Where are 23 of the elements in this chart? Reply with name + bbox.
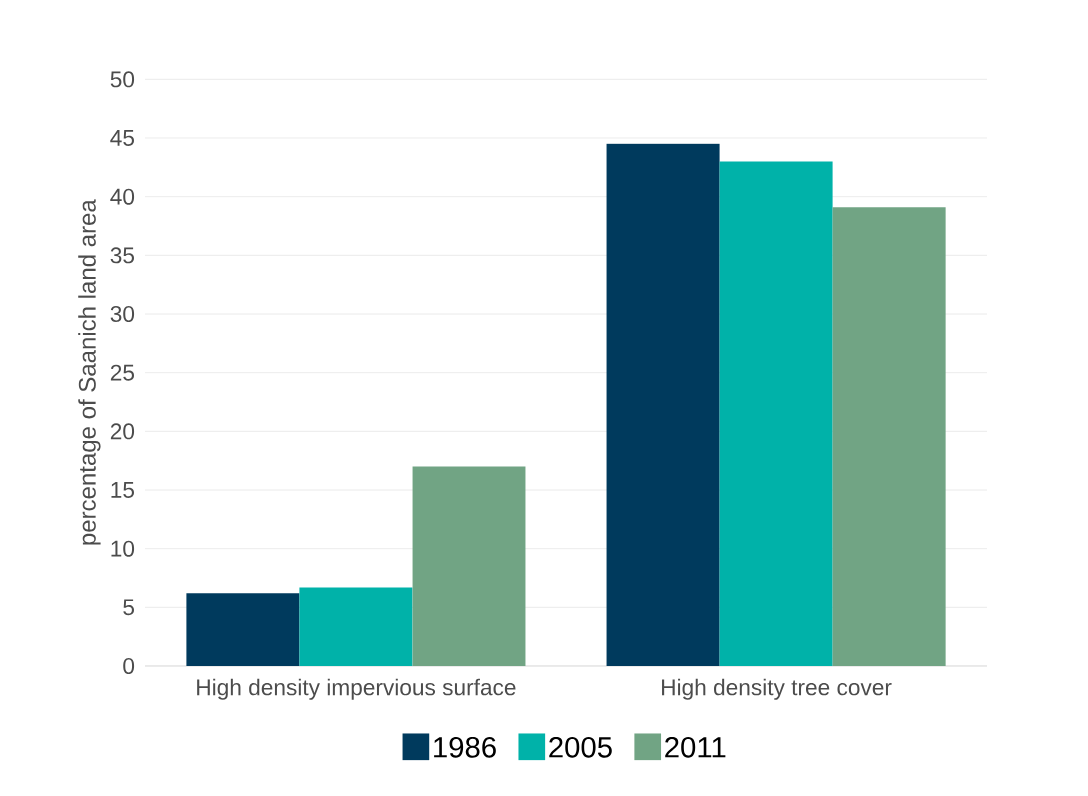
y-tick-label: 40 [110, 188, 135, 205]
legend-label: 2005 [549, 736, 612, 758]
bar [299, 587, 413, 666]
y-tick-label: 25 [110, 364, 134, 381]
legend-label: 1986 [434, 736, 496, 758]
y-tick-label: 35 [110, 247, 134, 264]
legend-label: 2011 [665, 736, 726, 758]
y-axis-title: percentage of Saanich land area [78, 199, 101, 545]
x-tick-label: High density tree cover [662, 678, 892, 700]
y-tick-label: 0 [123, 657, 135, 675]
x-tick-label: High density impervious surface [197, 678, 516, 700]
bar [719, 161, 833, 666]
bar [606, 143, 720, 666]
y-tick-label: 5 [123, 599, 134, 616]
bar [412, 466, 526, 666]
bar [832, 207, 946, 666]
y-tick-label: 15 [111, 482, 134, 498]
bar [186, 593, 300, 666]
y-tick-label: 10 [111, 540, 135, 557]
y-tick-label: 20 [110, 423, 135, 440]
y-tick-label: 30 [110, 305, 135, 323]
y-tick-label: 45 [110, 130, 134, 146]
y-tick-label: 50 [110, 71, 135, 88]
